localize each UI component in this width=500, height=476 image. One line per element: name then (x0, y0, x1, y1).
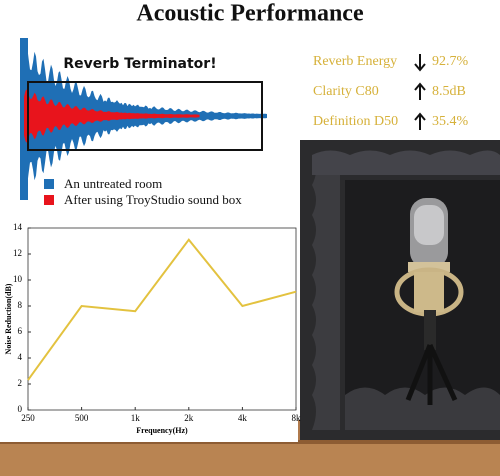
metric-label: Definition D50 (313, 114, 398, 129)
title: Acoustic Performance (136, 1, 364, 27)
legend-swatch (44, 179, 54, 189)
arrow-down (414, 54, 426, 72)
metric-value: 8.5dB (432, 84, 466, 99)
x-tick-label: 8k (292, 413, 302, 423)
arrow-up (414, 82, 426, 100)
waveform-label: Reverb Terminator! (63, 56, 216, 72)
chart: 0 2 4 6 8 10 12 14 250 500 1k 2k 4k 8k Frequency(Hz) No… (4, 222, 301, 435)
metric-value: 92.7% (432, 54, 469, 69)
x-tick-label: 1k (131, 413, 141, 423)
metric-label: Reverb Energy (313, 54, 397, 69)
y-tick-label: 2 (18, 378, 23, 388)
legend-label: An untreated room (64, 176, 162, 191)
y-tick-label: 14 (13, 222, 23, 232)
plot-frame (27, 227, 297, 411)
y-tick-label: 12 (13, 248, 22, 258)
y-tick-label: 10 (13, 274, 23, 284)
y-tick-label: 0 (18, 404, 23, 414)
y-axis-title: Noise Reduction(dB) (4, 283, 13, 354)
metric-label: Clarity C80 (313, 84, 379, 99)
waveform (20, 38, 267, 200)
metrics: Reverb Energy 92.7% Clarity C80 8.5dB De… (313, 54, 469, 129)
x-tick-label: 4k (238, 413, 248, 423)
product-photo (0, 140, 500, 476)
y-tick-label: 8 (18, 300, 23, 310)
y-tick-label: 4 (18, 352, 23, 362)
line (27, 238, 297, 381)
y-tick-label: 6 (18, 326, 23, 336)
chart-background (0, 220, 298, 442)
x-tick-label: 2k (184, 413, 194, 423)
waveform-frame (27, 81, 263, 151)
legend-label: After using TroyStudio sound box (64, 192, 242, 207)
x-axis-title: Frequency(Hz) (136, 426, 188, 435)
legend-swatch (44, 195, 54, 205)
x-tick-label: 250 (21, 413, 35, 423)
arrow-up (414, 112, 426, 130)
metric-value: 35.4% (432, 114, 469, 129)
waveform-trace (24, 89, 200, 143)
x-tick-label: 500 (75, 413, 89, 423)
